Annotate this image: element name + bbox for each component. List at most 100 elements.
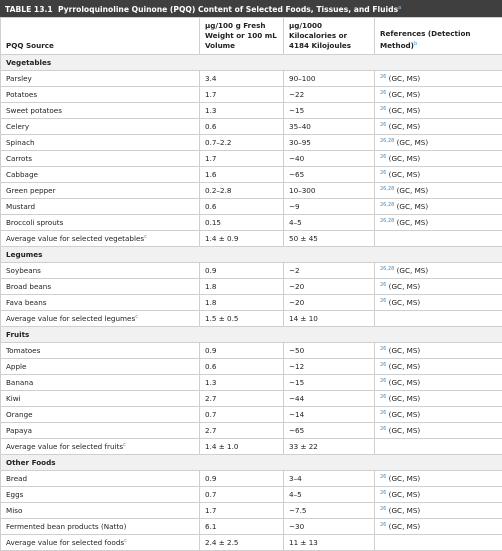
detection-method: (GC, MS): [388, 506, 421, 515]
average-kcal-cell: 50 ± 45: [283, 230, 375, 247]
detection-method: (GC, MS): [388, 522, 421, 531]
reference-number: 26: [380, 106, 387, 112]
reference-number: 26: [380, 378, 387, 384]
reference-cell: 26,28 (GC, MS): [374, 262, 502, 279]
average-row: Average value for selected legumesc 1.5 ±…: [0, 310, 502, 327]
kcal-cell: ~12: [283, 358, 375, 375]
data-row: Miso 1.7 ~7.5 26 (GC, MS): [0, 502, 502, 519]
fresh-weight-cell: 0.6: [199, 198, 284, 215]
source-cell: Banana: [0, 374, 200, 391]
reference-number: 26: [380, 522, 387, 528]
source-cell: Orange: [0, 406, 200, 423]
data-row: Tomatoes 0.9 ~50 26 (GC, MS): [0, 342, 502, 359]
reference-cell: 26 (GC, MS): [374, 486, 502, 503]
detection-method: (GC, MS): [396, 218, 429, 227]
source-cell: Mustard: [0, 198, 200, 215]
reference-number: 26: [380, 90, 387, 96]
section-row: Legumes: [0, 246, 502, 263]
fresh-weight-cell: 3.4: [199, 70, 284, 87]
fresh-weight-cell: 0.6: [199, 358, 284, 375]
source-cell: Papaya: [0, 422, 200, 439]
data-row: Papaya 2.7 ~65 26 (GC, MS): [0, 422, 502, 439]
reference-cell: 26 (GC, MS): [374, 118, 502, 135]
reference-cell: 26,28 (GC, MS): [374, 214, 502, 231]
empty-cell: [374, 310, 502, 327]
header-note: b: [413, 41, 418, 47]
source-cell: Soybeans: [0, 262, 200, 279]
reference-number: 26: [380, 282, 387, 288]
average-row: Average value for selected foodsc 2.4 ± 2…: [0, 534, 502, 551]
detection-method: (GC, MS): [388, 346, 421, 355]
fresh-weight-cell: 0.9: [199, 470, 284, 487]
average-label: Average value for selected foods: [6, 538, 125, 547]
column-header: References (Detection Method)b: [374, 17, 502, 55]
detection-method: (GC, MS): [388, 298, 421, 307]
average-label-cell: Average value for selected vegetablesc: [0, 230, 200, 247]
kcal-cell: ~40: [283, 150, 375, 167]
source-cell: Broccoli sprouts: [0, 214, 200, 231]
fresh-weight-cell: 0.7: [199, 406, 284, 423]
kcal-cell: 3–4: [283, 470, 375, 487]
source-cell: Broad beans: [0, 278, 200, 295]
reference-number: 26: [380, 122, 387, 128]
data-row: Orange 0.7 ~14 26 (GC, MS): [0, 406, 502, 423]
fresh-weight-cell: 0.9: [199, 342, 284, 359]
kcal-cell: 4–5: [283, 486, 375, 503]
reference-cell: 26 (GC, MS): [374, 358, 502, 375]
data-row: Spinach 0.7–2.2 30–95 26,28 (GC, MS): [0, 134, 502, 151]
detection-method: (GC, MS): [388, 426, 421, 435]
fresh-weight-cell: 1.7: [199, 150, 284, 167]
detection-method: (GC, MS): [396, 202, 429, 211]
reference-number: 26: [380, 410, 387, 416]
reference-cell: 26 (GC, MS): [374, 70, 502, 87]
kcal-cell: ~20: [283, 294, 375, 311]
average-fresh-cell: 2.4 ± 2.5: [199, 534, 284, 551]
section-row: Other Foods: [0, 454, 502, 471]
section-name: Legumes: [0, 246, 502, 263]
fresh-weight-cell: 1.3: [199, 374, 284, 391]
fresh-weight-cell: 1.3: [199, 102, 284, 119]
fresh-weight-cell: 1.8: [199, 278, 284, 295]
kcal-cell: 90–100: [283, 70, 375, 87]
detection-method: (GC, MS): [388, 490, 421, 499]
detection-method: (GC, MS): [388, 170, 421, 179]
reference-cell: 26 (GC, MS): [374, 150, 502, 167]
empty-cell: [374, 534, 502, 551]
data-row: Soybeans 0.9 ~2 26,28 (GC, MS): [0, 262, 502, 279]
fresh-weight-cell: 1.8: [199, 294, 284, 311]
average-label-cell: Average value for selected fruitsc: [0, 438, 200, 455]
data-row: Kiwi 2.7 ~44 26 (GC, MS): [0, 390, 502, 407]
source-cell: Bread: [0, 470, 200, 487]
detection-method: (GC, MS): [388, 90, 421, 99]
detection-method: (GC, MS): [396, 266, 429, 275]
kcal-cell: ~15: [283, 102, 375, 119]
reference-cell: 26 (GC, MS): [374, 342, 502, 359]
kcal-cell: ~7.5: [283, 502, 375, 519]
detection-method: (GC, MS): [388, 282, 421, 291]
reference-number: 26: [380, 170, 387, 176]
detection-method: (GC, MS): [388, 362, 421, 371]
header-text: µg/100 g Fresh Weight or 100 mL Volume: [205, 21, 277, 50]
kcal-cell: 30–95: [283, 134, 375, 151]
column-header: µg/1000 Kilocalories or 4184 Kilojoules: [283, 17, 375, 55]
average-label: Average value for selected fruits: [6, 442, 124, 451]
data-row: Sweet potatoes 1.3 ~15 26 (GC, MS): [0, 102, 502, 119]
fresh-weight-cell: 0.2–2.8: [199, 182, 284, 199]
fresh-weight-cell: 0.7: [199, 486, 284, 503]
source-cell: Carrots: [0, 150, 200, 167]
reference-cell: 26 (GC, MS): [374, 294, 502, 311]
source-cell: Fava beans: [0, 294, 200, 311]
average-fresh-cell: 1.4 ± 1.0: [199, 438, 284, 455]
detection-method: (GC, MS): [388, 474, 421, 483]
kcal-cell: ~15: [283, 374, 375, 391]
kcal-cell: ~30: [283, 518, 375, 535]
empty-cell: [374, 438, 502, 455]
detection-method: (GC, MS): [388, 394, 421, 403]
reference-cell: 26 (GC, MS): [374, 470, 502, 487]
source-cell: Potatoes: [0, 86, 200, 103]
detection-method: (GC, MS): [396, 138, 429, 147]
data-row: Fava beans 1.8 ~20 26 (GC, MS): [0, 294, 502, 311]
empty-cell: [374, 230, 502, 247]
fresh-weight-cell: 1.6: [199, 166, 284, 183]
average-note: c: [144, 234, 147, 240]
